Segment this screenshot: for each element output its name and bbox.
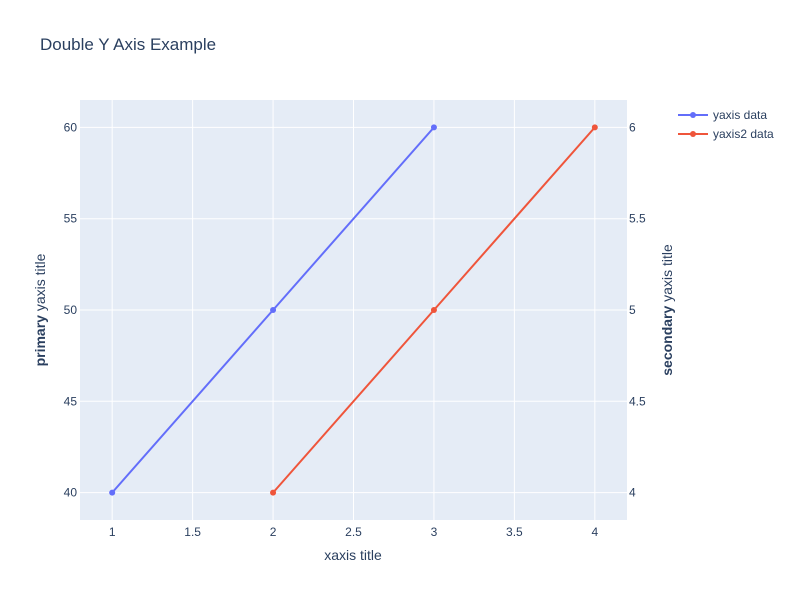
y-tick-label: 40: [64, 486, 78, 500]
x-axis-title: xaxis title: [324, 547, 382, 563]
y-tick-label: 60: [64, 120, 78, 134]
y-axis-title: primary yaxis title: [32, 253, 48, 366]
y2-axis-title-rest: yaxis title: [659, 244, 675, 306]
y2-tick-label: 4.5: [629, 394, 646, 408]
data-point: [270, 489, 277, 496]
y-axis-title-bold: primary: [32, 315, 48, 367]
legend-item[interactable]: yaxis2 data: [678, 127, 774, 141]
y-tick-label: 45: [64, 394, 78, 408]
data-point: [270, 307, 277, 313]
x-tick-label: 1.5: [184, 525, 201, 539]
data-point: [109, 489, 116, 496]
legend-item[interactable]: yaxis data: [678, 108, 767, 122]
y2-axis-title-bold: secondary: [659, 306, 675, 376]
series-layer: [109, 124, 598, 496]
tick-labels: 1 1.5 2 2.5 3 3.5 4 40 45 50 55 60 4 4.5 5 5.5 6: [64, 120, 646, 539]
y2-tick-label: 6: [629, 120, 636, 134]
y-axis-title-rest: yaxis title: [32, 253, 48, 315]
x-tick-label: 4: [591, 525, 598, 539]
legend[interactable]: yaxis data yaxis2 data: [678, 108, 774, 141]
series-1: [270, 124, 598, 496]
data-point: [430, 307, 437, 313]
y-tick-label: 55: [64, 212, 78, 226]
legend-swatch-marker: [690, 112, 696, 118]
legend-swatch-marker: [690, 131, 696, 137]
y2-tick-label: 5: [629, 303, 636, 317]
y2-tick-label: 4: [629, 486, 636, 500]
series-0: [109, 124, 437, 496]
x-tick-label: 3: [431, 525, 438, 539]
data-point: [591, 124, 598, 131]
y2-tick-label: 5.5: [629, 212, 646, 226]
x-tick-label: 3.5: [506, 525, 523, 539]
x-tick-label: 1: [109, 525, 116, 539]
chart-title: Double Y Axis Example: [40, 35, 216, 54]
x-tick-label: 2.5: [345, 525, 362, 539]
data-point: [430, 124, 437, 131]
legend-label: yaxis2 data: [713, 127, 774, 141]
x-tick-label: 2: [270, 525, 277, 539]
legend-label: yaxis data: [713, 108, 767, 122]
y-tick-label: 50: [64, 303, 78, 317]
y2-axis-title: secondary yaxis title: [659, 244, 675, 376]
